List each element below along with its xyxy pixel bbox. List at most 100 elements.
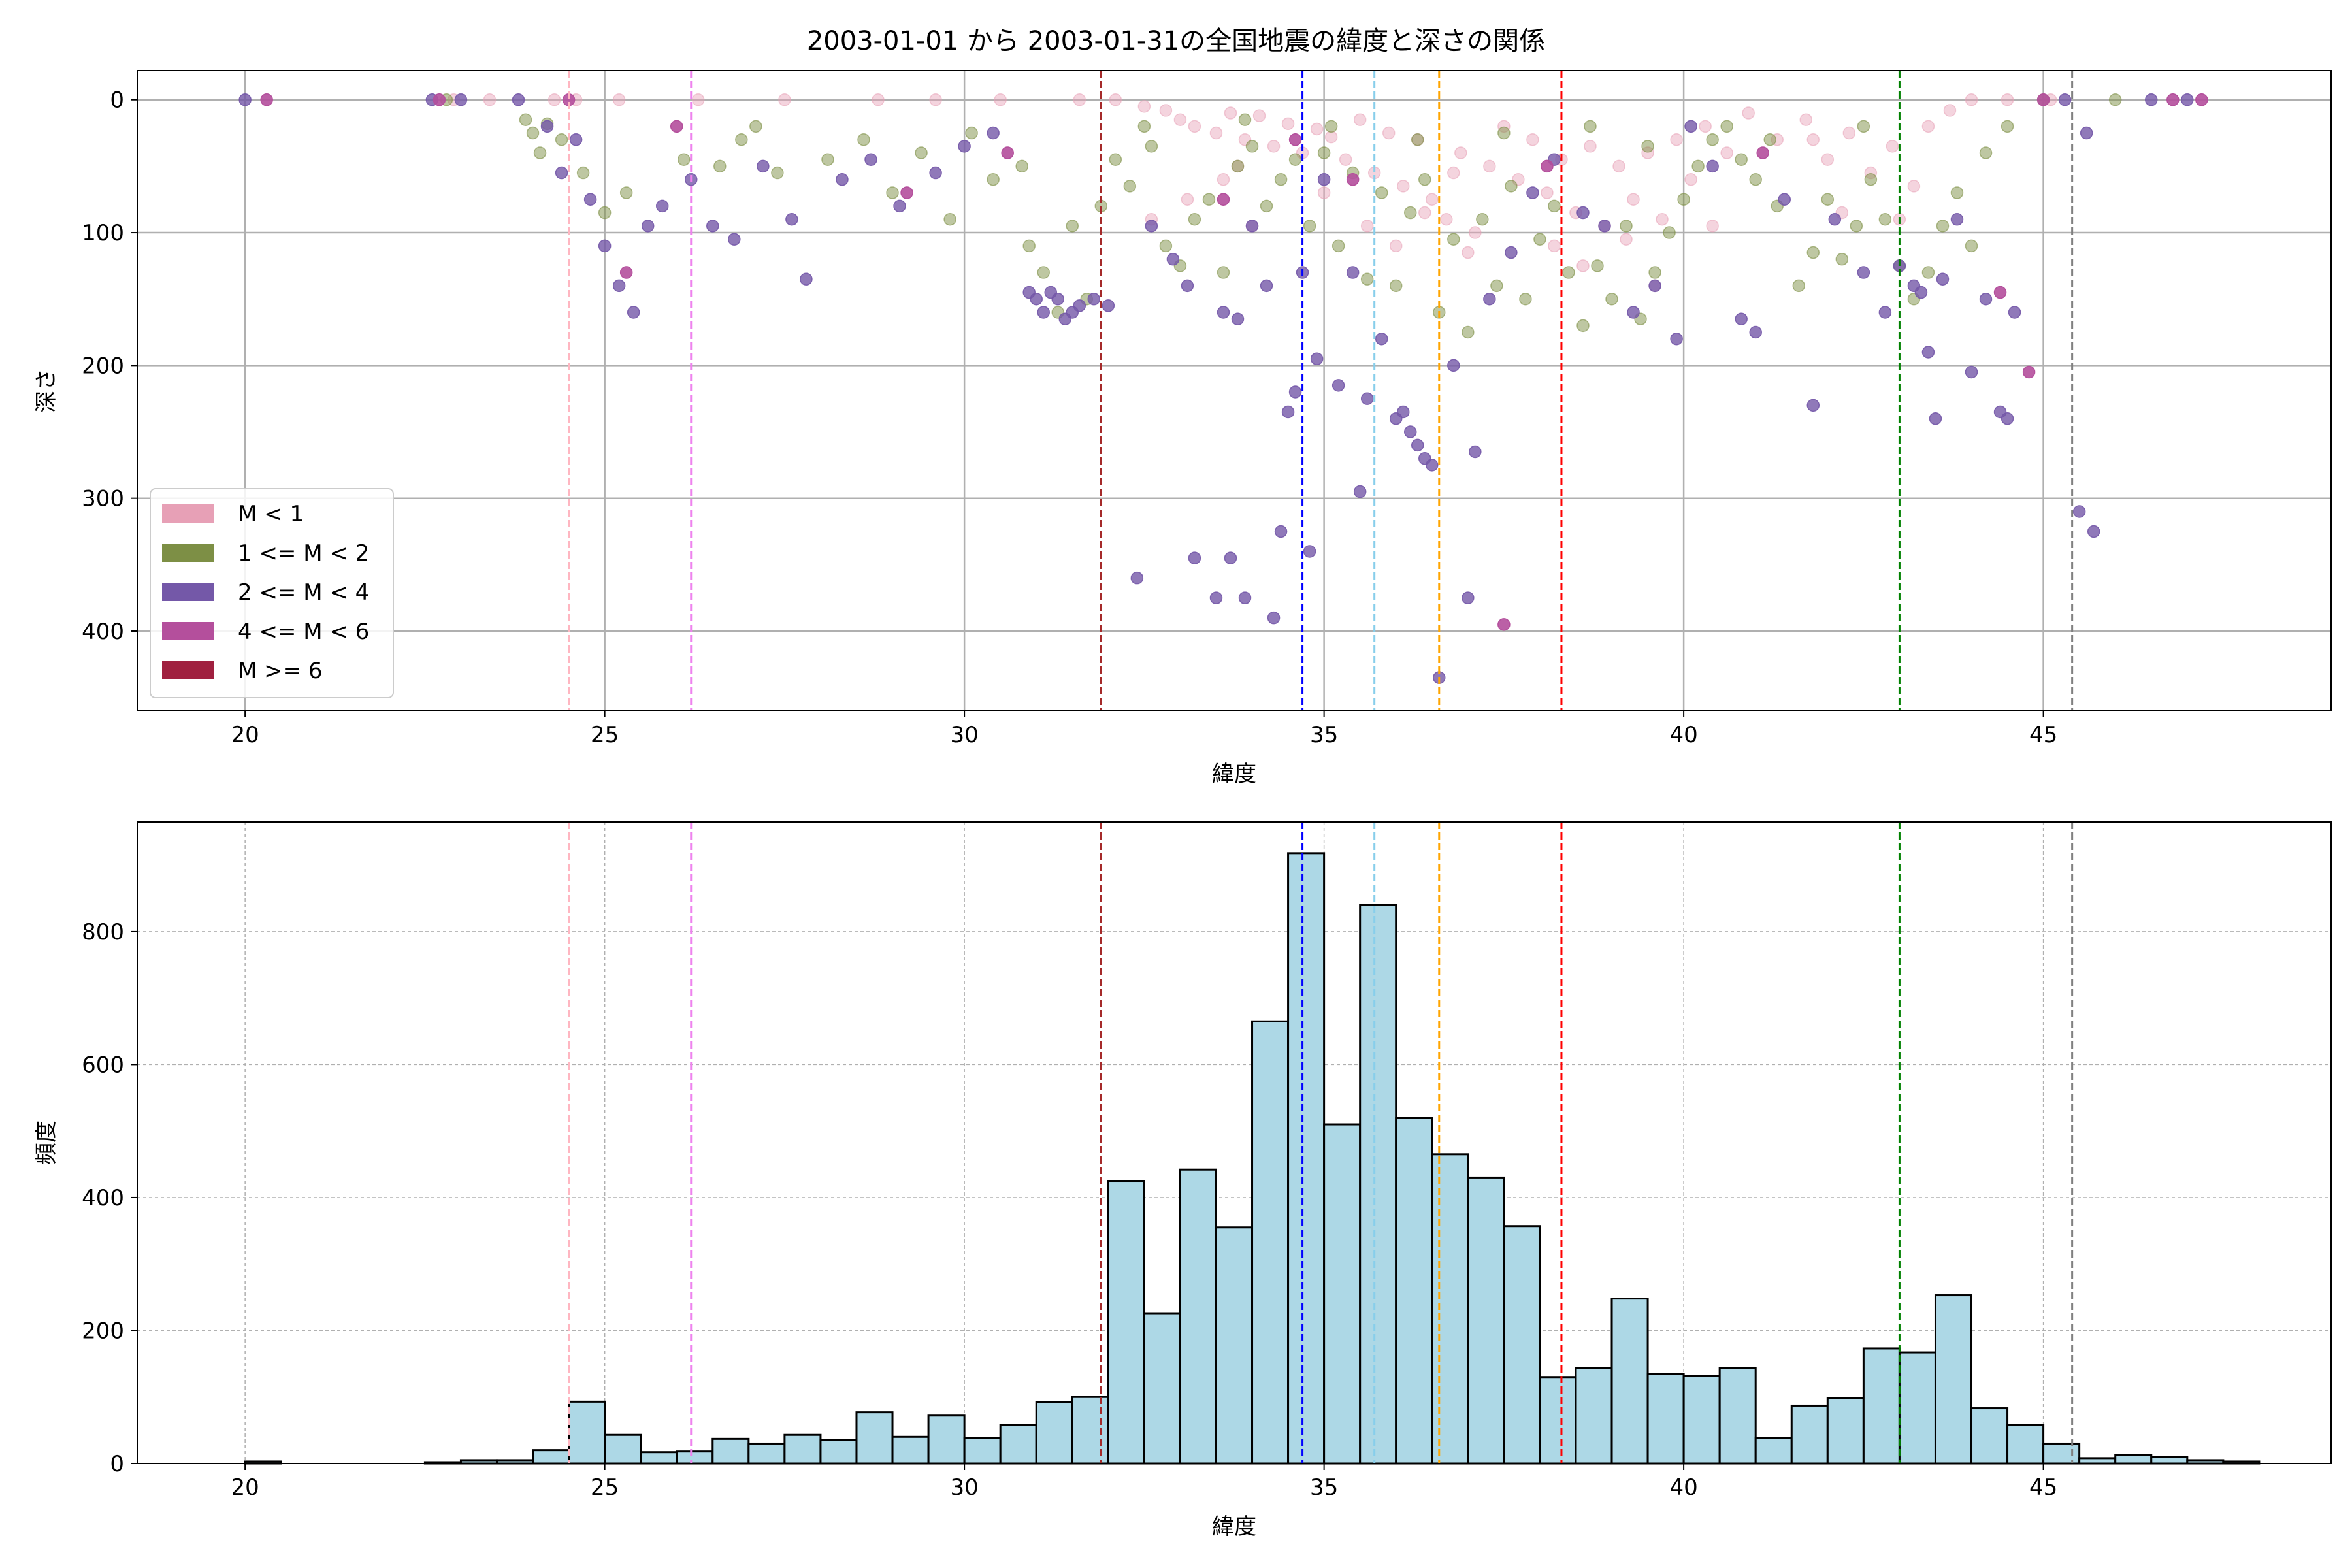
histogram-x-tick-label: 40 [1669,1475,1697,1501]
scatter-point [1526,133,1539,146]
scatter-point [735,133,748,146]
scatter-x-tick-label: 30 [950,722,978,748]
scatter-point [1576,259,1590,272]
scatter-point [1188,120,1201,133]
histogram-bar [855,1411,894,1465]
scatter-point [1921,346,1935,359]
scatter-point [994,93,1007,106]
scatter-point [1699,120,1712,133]
scatter-point [1231,312,1245,325]
scatter-point [1109,93,1122,106]
scatter-point [1137,120,1151,133]
scatter-point [1612,159,1625,173]
scatter-point [1921,120,1935,133]
histogram-bar [1539,1376,1577,1465]
scatter-point [1238,591,1252,604]
scatter-point [612,93,626,106]
histogram-bar [1503,1225,1541,1465]
scatter-point [1224,106,1237,120]
scatter-point [929,166,942,180]
scatter-point [433,93,446,106]
histogram-bar [1251,1020,1290,1465]
scatter-point [627,306,640,319]
scatter-point [1331,239,1345,253]
scatter-point [1109,153,1122,166]
scatter-legend-swatch [162,661,214,679]
scatter-point [641,220,655,233]
scatter-point [583,193,597,206]
scatter-point [1591,259,1604,272]
scatter-point [1878,212,1892,226]
scatter-point [1317,146,1331,159]
histogram-bar [1215,1226,1254,1465]
scatter-point [1447,233,1460,246]
scatter-point [1375,332,1388,346]
histogram-bar [1682,1375,1721,1465]
histogram-y-tick-label: 400 [82,1185,124,1211]
histogram-y-tick-label: 800 [82,919,124,945]
scatter-y-ticks: 0 100 200 300 400 [82,88,137,645]
scatter-point [454,93,468,106]
scatter-point [1324,130,1338,144]
histogram-bar [676,1450,714,1465]
scatter-legend: M < 1 1 <= M < 2 2 <= M < 4 4 <= M < 6 M >= … [150,488,394,698]
histogram-x-tick-label: 35 [1310,1475,1338,1501]
scatter-point [1403,206,1417,220]
scatter-x-tick-label: 25 [591,722,619,748]
scatter-point [1447,166,1460,180]
scatter-point [1950,212,1964,226]
scatter-point [915,146,928,159]
scatter-point [1749,325,1762,339]
scatter-point [1360,392,1374,405]
scatter-point [1447,359,1460,372]
scatter-point [1217,172,1230,186]
scatter-x-tick-label: 35 [1310,722,1338,748]
scatter-point [749,120,762,133]
scatter-point [1943,104,1957,117]
scatter-point [1396,180,1410,193]
histogram-reference-lines [568,822,2074,1463]
scatter-point [864,153,877,166]
scatter-point [1828,212,1842,226]
scatter-point [900,186,913,199]
scatter-point [1806,133,1820,146]
scatter-point [555,133,568,146]
histogram-bar [2114,1454,2153,1465]
histogram-y-axis-label: 頻度 [33,1120,59,1165]
scatter-point [1670,133,1683,146]
scatter-legend-swatch [162,504,214,523]
scatter-x-tick-label: 20 [231,722,259,748]
scatter-point [1691,159,1705,173]
scatter-x-axis-label: 緯度 [1212,761,1256,787]
scatter-point [965,126,978,140]
scatter-plot-area [137,70,2332,711]
scatter-point [1864,172,1878,186]
scatter-point [1677,193,1690,206]
scatter-point [1396,405,1410,419]
scatter-point [555,166,568,180]
histogram-bar [1934,1294,1973,1465]
scatter-point [2001,412,2014,425]
histogram-y-ticks: 0 200 400 600 800 [82,919,137,1477]
scatter-y-tick-label: 200 [82,353,124,379]
scatter-point [533,146,547,159]
scatter-point [1620,233,1633,246]
scatter-point [1483,159,1496,173]
scatter-point [1426,193,1439,206]
scatter-point [1979,146,1993,159]
scatter-point [1339,153,1352,166]
histogram-panel: 20 25 30 35 40 45 0 200 400 600 800 緯度 頻度 [33,821,2332,1540]
scatter-point [1462,246,1475,259]
scatter-point [1526,186,1539,199]
histogram-bar [1575,1367,1613,1465]
scatter-point [1267,611,1281,625]
scatter-point [1209,126,1223,140]
scatter-point [1288,385,1302,399]
scatter-point [1576,319,1590,333]
histogram-plot-area [137,821,2332,1464]
histogram-bar [1970,1407,2009,1465]
scatter-point [1137,100,1151,113]
scatter-point [260,93,273,106]
scatter-point [1281,405,1295,419]
scatter-point [655,199,669,213]
